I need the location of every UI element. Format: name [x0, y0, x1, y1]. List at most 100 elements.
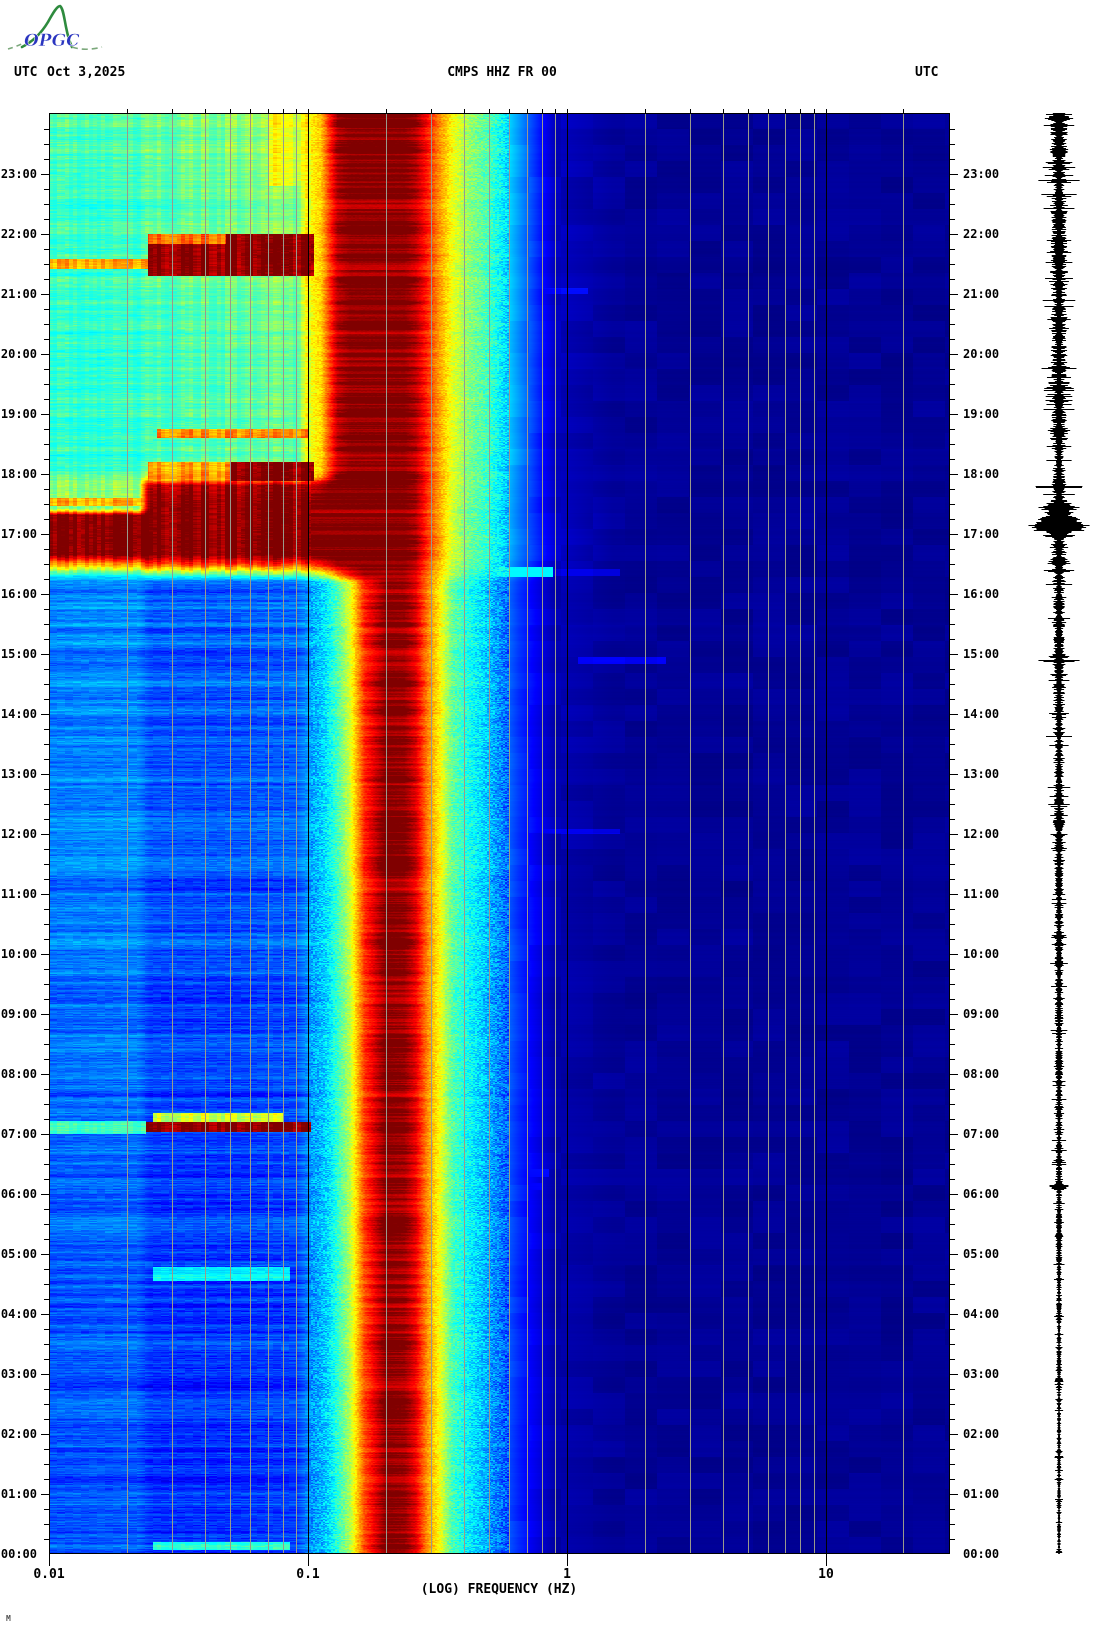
y-axis-label-right-1100: 11:00: [963, 887, 1000, 901]
y-tick-minor-right: [950, 1329, 955, 1330]
y-tick-major-right: [950, 1074, 958, 1075]
y-tick-minor-left: [44, 1524, 49, 1525]
y-tick-minor-left: [44, 489, 49, 490]
y-axis-label-right-2000: 20:00: [963, 347, 1000, 361]
y-tick-minor-left: [44, 1104, 49, 1105]
y-tick-minor-right: [950, 189, 955, 190]
x-tick-top: [386, 109, 387, 113]
y-tick-minor-left: [44, 369, 49, 370]
y-tick-major-left: [41, 1494, 49, 1495]
y-tick-minor-left: [44, 129, 49, 130]
page-title: CMPS HHZ FR 00: [447, 65, 557, 80]
logo-mountain-icon: [20, 4, 74, 49]
y-tick-minor-left: [44, 669, 49, 670]
y-tick-major-right: [950, 954, 958, 955]
y-tick-minor-right: [950, 849, 955, 850]
y-tick-minor-left: [44, 879, 49, 880]
y-axis-label-left-1000: 10:00: [0, 947, 37, 961]
y-tick-major-left: [41, 1014, 49, 1015]
y-tick-minor-right: [950, 684, 955, 685]
x-tick-top: [230, 109, 231, 113]
x-tick-top: [542, 109, 543, 113]
y-tick-minor-left: [44, 1119, 49, 1120]
y-axis-label-left-2100: 21:00: [0, 287, 37, 301]
y-tick-minor-left: [44, 519, 49, 520]
y-axis-label-left-1300: 13:00: [0, 767, 37, 781]
x-tick-top: [308, 109, 309, 113]
y-tick-major-left: [41, 174, 49, 175]
x-tick-top: [250, 109, 251, 113]
y-tick-minor-right: [950, 879, 955, 880]
utc-label-right: UTC: [915, 65, 939, 80]
y-axis-label-left-0000: 00:00: [0, 1547, 37, 1561]
x-axis-label-10: 10: [818, 1567, 834, 1582]
y-tick-major-right: [950, 654, 958, 655]
y-tick-major-right: [950, 1134, 958, 1135]
y-tick-minor-left: [44, 1044, 49, 1045]
x-tick-top: [690, 109, 691, 113]
y-tick-major-right: [950, 174, 958, 175]
y-tick-minor-right: [950, 519, 955, 520]
y-tick-minor-right: [950, 1419, 955, 1420]
y-tick-major-right: [950, 1194, 958, 1195]
y-tick-major-right: [950, 1494, 958, 1495]
y-tick-minor-left: [44, 609, 49, 610]
y-tick-minor-right: [950, 759, 955, 760]
y-axis-label-left-0300: 03:00: [0, 1367, 37, 1381]
y-axis-label-right-1500: 15:00: [963, 647, 1000, 661]
y-tick-minor-left: [44, 1239, 49, 1240]
y-axis-label-right-0200: 02:00: [963, 1427, 1000, 1441]
y-axis-label-right-2100: 21:00: [963, 287, 1000, 301]
y-tick-minor-left: [44, 1449, 49, 1450]
x-tick-top: [283, 109, 284, 113]
y-axis-label-left-2000: 20:00: [0, 347, 37, 361]
utc-label-left: UTC: [14, 65, 38, 80]
x-tick-major: [49, 1554, 50, 1566]
y-tick-minor-right: [950, 1059, 955, 1060]
y-tick-minor-right: [950, 384, 955, 385]
y-tick-minor-left: [44, 1479, 49, 1480]
y-tick-major-right: [950, 894, 958, 895]
y-tick-minor-left: [44, 969, 49, 970]
y-tick-minor-left: [44, 729, 49, 730]
x-tick-top: [489, 109, 490, 113]
y-tick-minor-right: [950, 1269, 955, 1270]
date-label: Oct 3,2025: [47, 65, 126, 80]
y-tick-minor-right: [950, 864, 955, 865]
x-tick-top: [527, 109, 528, 113]
y-tick-minor-left: [44, 504, 49, 505]
y-tick-minor-left: [44, 759, 49, 760]
y-tick-minor-right: [950, 1149, 955, 1150]
y-tick-minor-right: [950, 1359, 955, 1360]
x-tick-major: [567, 1554, 568, 1566]
y-tick-minor-right: [950, 459, 955, 460]
y-tick-minor-left: [44, 1149, 49, 1150]
y-tick-minor-left: [44, 144, 49, 145]
y-axis-label-right-0500: 05:00: [963, 1247, 1000, 1261]
x-axis-label-1: 1: [563, 1567, 571, 1582]
y-tick-minor-right: [950, 444, 955, 445]
y-tick-minor-right: [950, 1389, 955, 1390]
y-tick-major-left: [41, 1314, 49, 1315]
y-tick-major-left: [41, 834, 49, 835]
y-tick-minor-left: [44, 1179, 49, 1180]
y-tick-minor-right: [950, 909, 955, 910]
y-axis-label-left-1200: 12:00: [0, 827, 37, 841]
x-tick-top: [464, 109, 465, 113]
y-axis-label-right-1800: 18:00: [963, 467, 1000, 481]
y-tick-minor-left: [44, 1269, 49, 1270]
y-axis-label-left-0800: 08:00: [0, 1067, 37, 1081]
y-tick-minor-right: [950, 1524, 955, 1525]
y-tick-minor-left: [44, 549, 49, 550]
y-tick-major-right: [950, 534, 958, 535]
y-axis-label-left-1700: 17:00: [0, 527, 37, 541]
y-tick-minor-right: [950, 279, 955, 280]
y-tick-major-right: [950, 774, 958, 775]
y-tick-minor-left: [44, 789, 49, 790]
y-tick-minor-right: [950, 429, 955, 430]
y-tick-minor-right: [950, 999, 955, 1000]
y-tick-minor-right: [950, 564, 955, 565]
y-axis-label-left-1100: 11:00: [0, 887, 37, 901]
y-tick-minor-right: [950, 399, 955, 400]
y-tick-minor-right: [950, 489, 955, 490]
